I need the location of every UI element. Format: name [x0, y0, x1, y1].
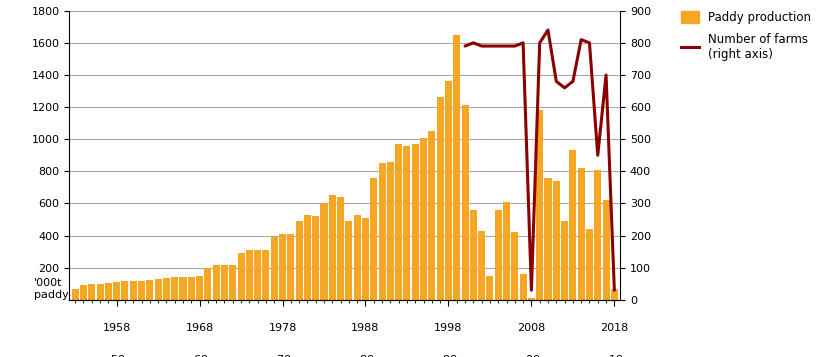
- Bar: [80, 286, 87, 300]
- Bar: [503, 202, 510, 300]
- Bar: [279, 234, 286, 300]
- Text: '000t
paddy: '000t paddy: [33, 278, 69, 300]
- Bar: [229, 265, 237, 300]
- Bar: [528, 298, 535, 300]
- Bar: [478, 231, 486, 300]
- Bar: [104, 283, 112, 300]
- Bar: [370, 178, 377, 300]
- Text: 2018: 2018: [601, 323, 628, 333]
- Text: 1958: 1958: [103, 323, 131, 333]
- Legend: Paddy production, Number of farms
(right axis): Paddy production, Number of farms (right…: [681, 11, 811, 61]
- Bar: [313, 216, 319, 300]
- Bar: [72, 288, 78, 300]
- Text: -79: -79: [273, 355, 291, 357]
- Text: -19: -19: [605, 355, 623, 357]
- Bar: [412, 144, 419, 300]
- Bar: [586, 229, 593, 300]
- Bar: [353, 215, 361, 300]
- Bar: [88, 284, 95, 300]
- Bar: [337, 197, 344, 300]
- Bar: [237, 253, 245, 300]
- Bar: [171, 277, 178, 300]
- Bar: [387, 162, 394, 300]
- Bar: [138, 281, 145, 300]
- Bar: [594, 170, 601, 300]
- Text: 1988: 1988: [352, 323, 379, 333]
- Bar: [512, 232, 518, 300]
- Bar: [122, 281, 128, 300]
- Bar: [246, 250, 253, 300]
- Bar: [345, 221, 353, 300]
- Bar: [295, 221, 303, 300]
- Bar: [254, 250, 261, 300]
- Bar: [180, 277, 187, 300]
- Bar: [304, 215, 311, 300]
- Text: -89: -89: [357, 355, 375, 357]
- Bar: [494, 210, 502, 300]
- Bar: [462, 106, 468, 300]
- Bar: [570, 151, 576, 300]
- Text: -09: -09: [522, 355, 540, 357]
- Bar: [204, 268, 211, 300]
- Bar: [362, 218, 369, 300]
- Bar: [578, 168, 585, 300]
- Text: 1998: 1998: [434, 323, 463, 333]
- Bar: [221, 265, 228, 300]
- Bar: [130, 281, 137, 300]
- Bar: [96, 284, 104, 300]
- Bar: [611, 288, 618, 300]
- Bar: [437, 97, 444, 300]
- Text: -99: -99: [439, 355, 458, 357]
- Bar: [561, 221, 568, 300]
- Bar: [113, 282, 120, 300]
- Bar: [188, 277, 195, 300]
- Text: -59: -59: [108, 355, 126, 357]
- Bar: [154, 279, 162, 300]
- Bar: [470, 210, 477, 300]
- Bar: [146, 280, 153, 300]
- Bar: [486, 276, 494, 300]
- Bar: [196, 276, 203, 300]
- Bar: [520, 274, 526, 300]
- Text: 1968: 1968: [185, 323, 214, 333]
- Bar: [420, 138, 427, 300]
- Bar: [536, 110, 543, 300]
- Bar: [287, 234, 295, 300]
- Bar: [271, 237, 277, 300]
- Bar: [263, 250, 269, 300]
- Bar: [379, 164, 386, 300]
- Bar: [602, 200, 610, 300]
- Bar: [428, 131, 436, 300]
- Bar: [544, 178, 552, 300]
- Bar: [445, 81, 452, 300]
- Bar: [395, 144, 402, 300]
- Bar: [453, 35, 460, 300]
- Text: -69: -69: [190, 355, 209, 357]
- Bar: [213, 265, 220, 300]
- Bar: [403, 146, 410, 300]
- Bar: [321, 203, 327, 300]
- Text: 2008: 2008: [517, 323, 546, 333]
- Bar: [163, 278, 170, 300]
- Bar: [552, 181, 560, 300]
- Text: 1978: 1978: [268, 323, 297, 333]
- Bar: [329, 196, 336, 300]
